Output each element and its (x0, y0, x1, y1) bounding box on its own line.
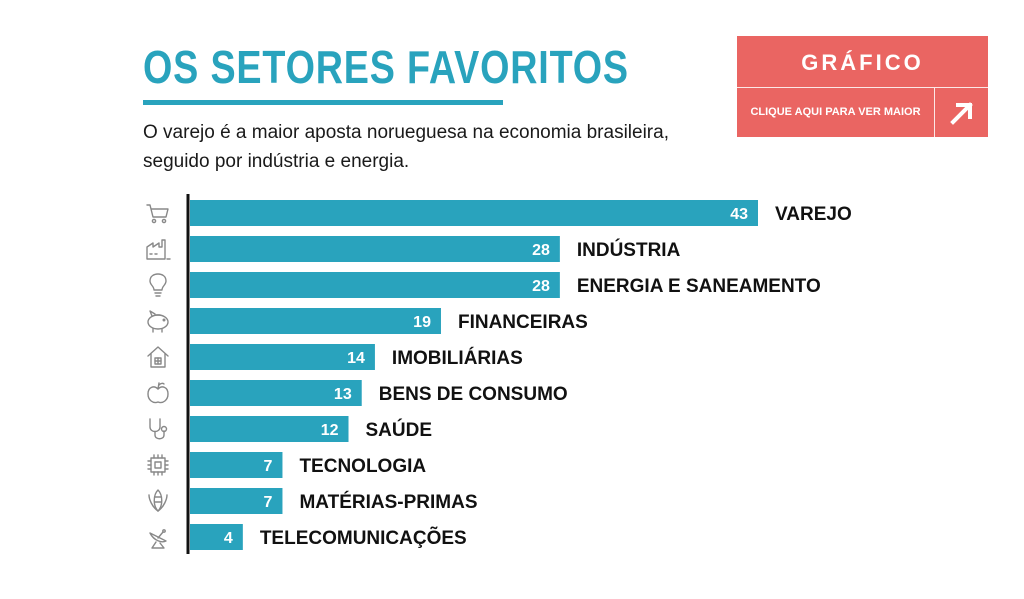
stethoscope-icon (149, 418, 168, 440)
arrow-up-right-icon[interactable] (935, 88, 988, 137)
subtitle: O varejo é a maior aposta norueguesa na … (143, 122, 669, 172)
corn-icon (148, 489, 168, 512)
bar-value-label: 7 (264, 494, 273, 511)
page-title: OS SETORES FAVORITOS (143, 41, 629, 93)
shopping-cart-icon (146, 204, 169, 224)
promo-divider (737, 87, 988, 88)
factory-icon (146, 239, 171, 260)
category-label: INDÚSTRIA (577, 239, 681, 261)
lightbulb-icon (149, 273, 167, 297)
bar-value-label: 14 (347, 350, 365, 367)
apple-icon (147, 382, 169, 404)
category-label: TECNOLOGIA (299, 456, 426, 477)
bar (190, 236, 560, 262)
category-label: ENERGIA E SANEAMENTO (577, 276, 821, 297)
title-underline (143, 100, 503, 105)
microchip-icon (147, 454, 169, 476)
category-label: IMOBILIÁRIAS (392, 347, 523, 369)
bar (190, 200, 758, 226)
bar (190, 416, 349, 442)
promo-label: GRÁFICO (801, 50, 924, 75)
promo-separator (934, 88, 935, 137)
bar-value-label: 28 (532, 278, 550, 295)
bar (190, 308, 441, 334)
view-larger-link[interactable]: CLIQUE AQUI PARA VER MAIOR (750, 106, 921, 118)
bar (190, 452, 283, 478)
house-icon (147, 346, 169, 368)
bar-value-label: 43 (730, 206, 748, 223)
category-label: FINANCEIRAS (458, 312, 588, 333)
bar-value-label: 13 (334, 386, 352, 403)
bar-value-label: 4 (224, 530, 233, 547)
category-label: MATÉRIAS-PRIMAS (299, 491, 477, 513)
bar-value-label: 28 (532, 242, 550, 259)
category-label: TELECOMUNICAÇÕES (260, 527, 467, 549)
bar (190, 380, 362, 406)
chart-promo-box[interactable]: GRÁFICO CLIQUE AQUI PARA VER MAIOR (737, 36, 988, 137)
category-label: SAÚDE (366, 419, 433, 441)
bar (190, 272, 560, 298)
bar (190, 344, 375, 370)
category-label: VAREJO (775, 204, 852, 225)
piggy-bank-icon (147, 310, 169, 333)
category-label: BENS DE CONSUMO (379, 384, 568, 405)
bar-value-label: 19 (413, 314, 431, 331)
satellite-dish-icon (149, 529, 167, 549)
bar (190, 488, 283, 514)
bar-value-label: 12 (321, 422, 339, 439)
bar-value-label: 7 (264, 458, 273, 475)
bar (190, 524, 243, 550)
